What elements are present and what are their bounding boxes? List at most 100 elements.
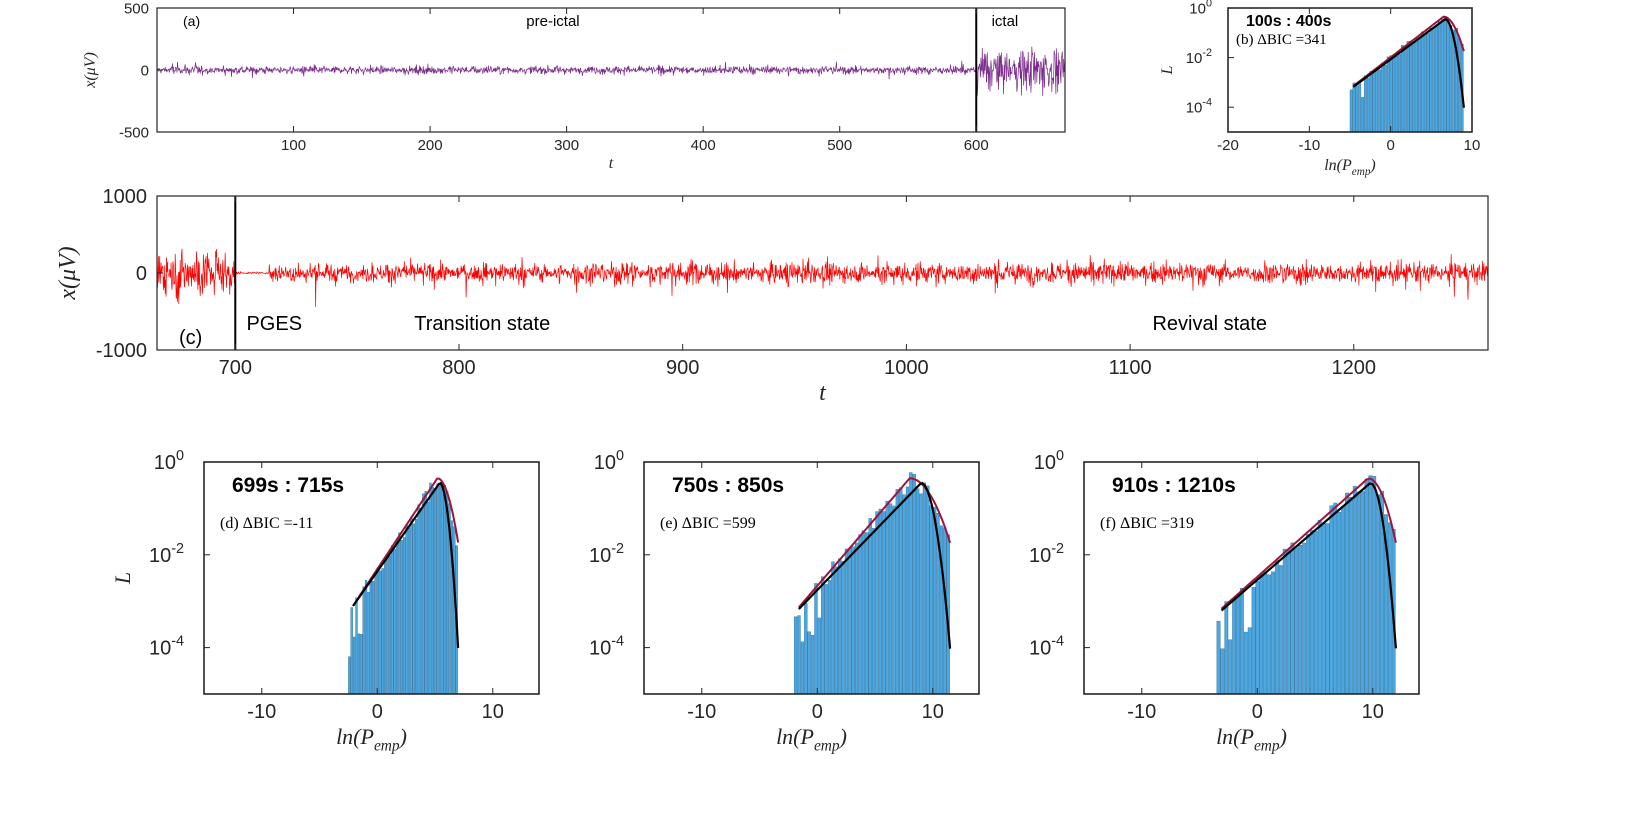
histogram-bar: [848, 548, 852, 694]
y-axis-label: x(μV): [55, 246, 81, 300]
axes-frame: [1227, 7, 1473, 133]
fit-curve: [1220, 482, 1397, 649]
y-tick-label: 100: [1189, 0, 1212, 17]
y-tick-label: 0: [136, 263, 147, 285]
histogram-bar: [403, 537, 406, 694]
histogram-bar: [429, 482, 432, 694]
x-tick-label: 0: [1252, 701, 1263, 723]
histogram-bar: [1389, 55, 1393, 132]
x-tick-label: 10: [482, 701, 504, 723]
histogram-bar: [1313, 531, 1318, 694]
histogram-bar: [1243, 631, 1248, 694]
histogram-bar: [434, 487, 437, 694]
histogram-bar: [422, 493, 425, 694]
histogram-bar: [1325, 523, 1330, 694]
histogram-bar: [1387, 522, 1392, 694]
histogram-bar: [1355, 85, 1359, 132]
histogram-bar: [899, 487, 903, 694]
plot-area: [1216, 475, 1397, 694]
window-label: 100s : 400s: [1246, 13, 1332, 30]
histogram-bar: [386, 554, 389, 694]
window-label: 750s : 850s: [672, 474, 784, 497]
y-tick-label: 10-4: [1186, 97, 1212, 117]
histogram-bar: [1398, 54, 1401, 132]
histogram-bar: [1443, 16, 1447, 132]
histogram-bar: [807, 631, 811, 694]
histogram-bar: [926, 485, 930, 694]
histogram-bar: [922, 482, 927, 694]
x-tick-label: 500: [827, 137, 852, 154]
y-axis-label: x(μV): [82, 52, 99, 89]
histogram-bar: [793, 616, 798, 694]
histogram-bar: [443, 485, 446, 694]
histogram-bar: [436, 483, 439, 694]
histogram-bar: [441, 481, 444, 694]
histogram-bar: [1376, 494, 1381, 694]
histogram-bar: [374, 571, 377, 694]
histogram-bar: [376, 567, 380, 694]
x-tick-label: 600: [964, 137, 989, 154]
histogram-bar: [431, 487, 434, 694]
panel-e: -10 0 10 10-4 10-2 100 ln(Pemp) 750s : 850s (e) …: [589, 448, 980, 755]
histogram-bar: [1361, 97, 1364, 132]
histogram-bar: [865, 532, 869, 694]
histogram-bar: [888, 503, 893, 694]
histogram-bar: [1432, 28, 1436, 132]
histogram-bar: [1329, 505, 1334, 694]
histogram-bar: [1263, 571, 1268, 694]
histogram-bar: [1381, 62, 1384, 132]
x-axis-label: ln(Pemp): [1324, 157, 1376, 178]
histogram-bar: [838, 558, 842, 694]
histogram-bar: [882, 511, 886, 694]
histogram-bar: [1271, 571, 1275, 694]
plot-area: [793, 472, 952, 694]
histogram-bar: [1348, 497, 1353, 694]
histogram-bar: [827, 580, 832, 694]
histogram-bar: [1440, 19, 1444, 132]
x-tick-label: -10: [1298, 137, 1320, 154]
histogram-bar: [902, 494, 906, 694]
x-tick-label: 200: [418, 137, 443, 154]
histogram-bar: [858, 534, 862, 694]
x-tick-label: 900: [666, 357, 699, 379]
histogram-bar: [1412, 43, 1416, 132]
histogram-bar: [367, 591, 370, 694]
histogram-bar: [1364, 75, 1367, 132]
histogram-bar: [919, 493, 923, 694]
x-axis-label: ln(Pemp): [336, 724, 407, 755]
histogram-bar: [417, 504, 420, 694]
panel-label-c: (c): [179, 327, 202, 349]
x-tick-label: 1000: [884, 357, 929, 379]
histogram-bar: [1333, 502, 1338, 694]
delta-bic-label: (f) ΔBIC =319: [1100, 515, 1194, 532]
histogram-bar: [844, 548, 849, 694]
x-tick-label: -10: [1127, 701, 1156, 723]
histogram-bar: [1446, 20, 1450, 132]
panel-b: -20 -10 0 10 10-4 10-2 100 ln(Pemp) L 100s : 400s…: [1159, 0, 1480, 178]
histogram-bar: [362, 586, 365, 694]
x-tick-label: 800: [442, 357, 475, 379]
axes-frame: [203, 461, 540, 695]
histogram-bar: [360, 633, 363, 694]
histogram-bar: [1372, 71, 1376, 132]
histogram-bar: [438, 484, 442, 694]
x-tick-label: 10: [1362, 701, 1384, 723]
histogram-bar: [804, 603, 808, 694]
histogram-bar: [400, 540, 403, 694]
histogram-bar: [1232, 598, 1237, 694]
histogram-bar: [824, 584, 828, 694]
y-tick-label: 100: [1034, 448, 1064, 474]
histogram-bar: [1409, 40, 1413, 132]
segment-label-ictal: ictal: [992, 13, 1019, 30]
fit-curve: [352, 481, 460, 648]
window-label: 699s : 715s: [232, 474, 344, 497]
histogram-bar: [1364, 478, 1369, 694]
histogram-bar: [1306, 534, 1310, 694]
histogram-bar: [1216, 620, 1221, 694]
delta-bic-label: (d) ΔBIC =-11: [220, 515, 313, 532]
histogram-bar: [1224, 601, 1229, 694]
plot-area: [348, 477, 460, 694]
axes-frame: [1083, 461, 1420, 695]
y-tick-label: 500: [124, 0, 149, 17]
